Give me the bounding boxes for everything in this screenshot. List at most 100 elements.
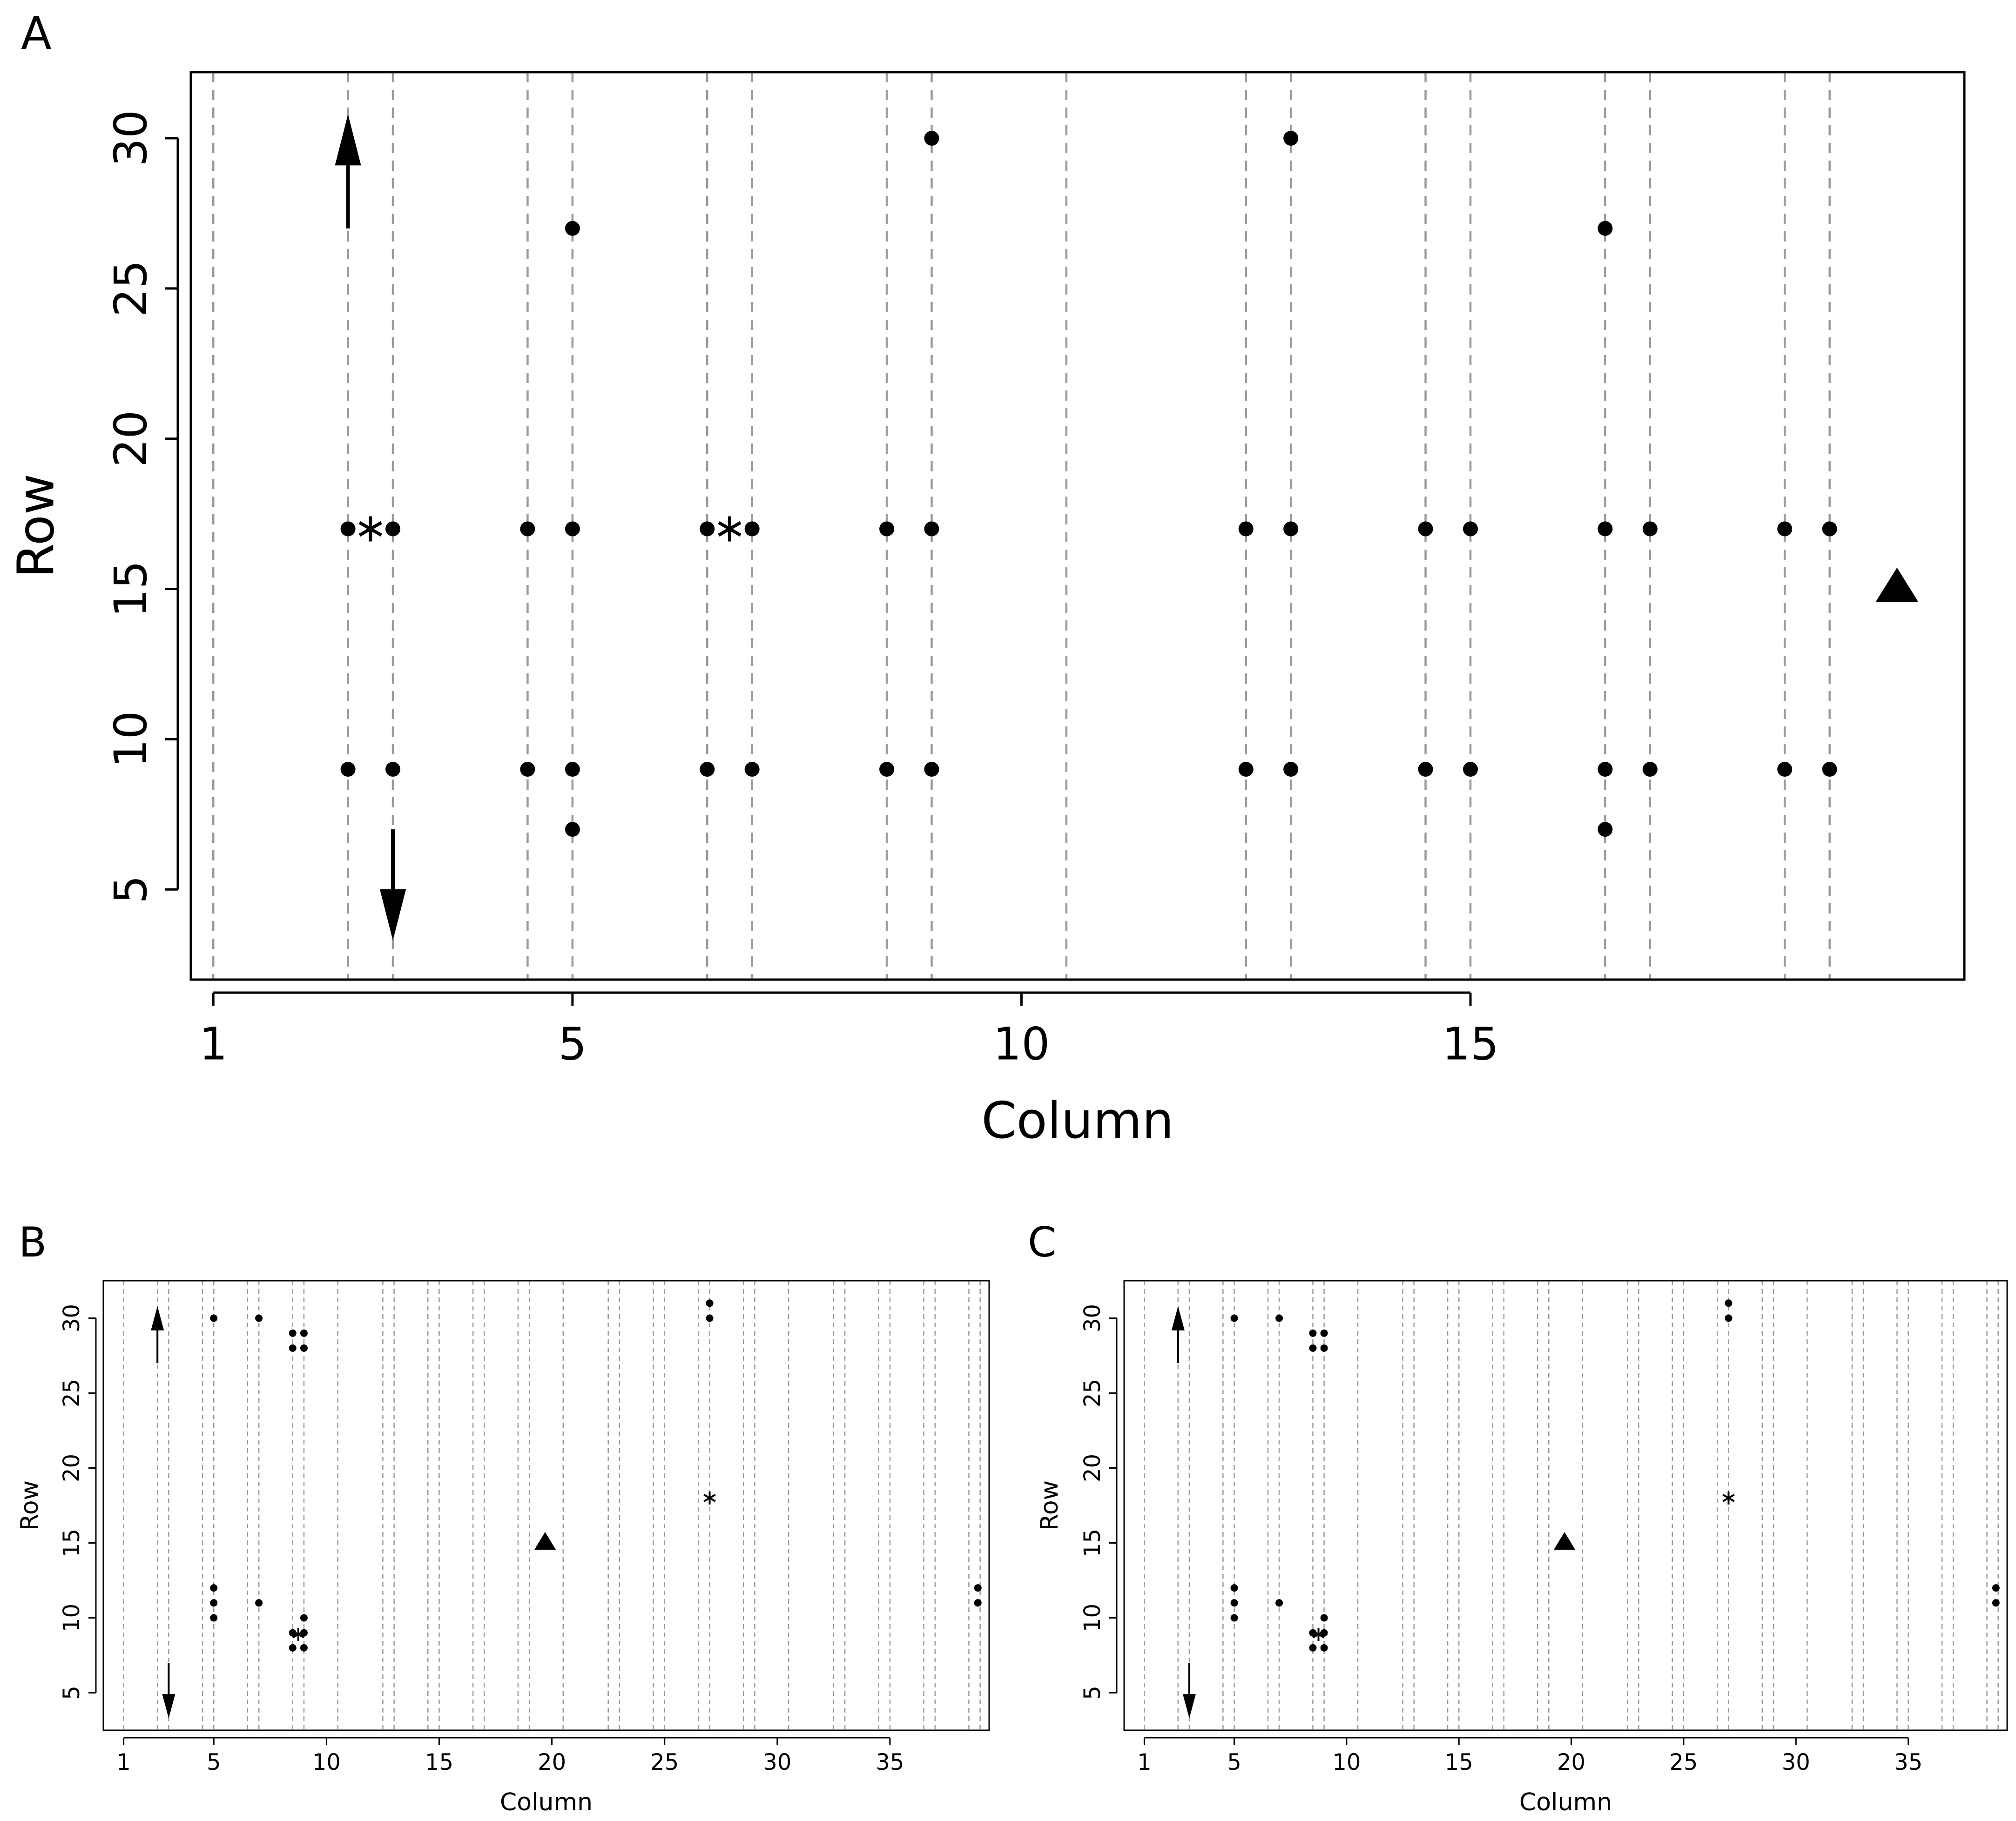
data-point [1992,1584,2000,1592]
x-tick-label: 10 [1332,1749,1361,1775]
y-tick-label: 25 [105,260,157,317]
x-tick-label: 20 [538,1749,566,1775]
x-tick-label: 35 [876,1749,904,1775]
data-point [1320,1614,1328,1622]
y-tick-label: 10 [59,1604,85,1632]
star-stroke [292,1630,304,1639]
data-point [300,1644,308,1652]
y-tick-label: 25 [1079,1379,1106,1407]
y-tick-label: 25 [59,1379,85,1407]
data-point [1283,131,1299,146]
y-tick-label: 20 [59,1454,85,1482]
data-point [1598,221,1613,236]
arrow-down [380,829,406,941]
data-point [1283,521,1299,537]
data-point [1230,1614,1238,1622]
x-axis-label: Column [981,1092,1174,1150]
arrow-down [1182,1663,1196,1719]
x-tick-label: 5 [207,1749,221,1775]
data-point [1275,1314,1283,1322]
y-tick-label: 5 [105,875,157,904]
y-tick-label: 30 [105,110,157,167]
x-tick-label: 20 [1557,1749,1585,1775]
x-axis-label: Column [1519,1788,1612,1816]
star-stroke [703,1494,716,1502]
triangle-marker [1554,1532,1576,1550]
arrow-head [335,114,361,166]
data-point [1822,521,1837,537]
plot-frame [1123,1280,2008,1731]
star-stroke [358,521,382,537]
data-point [1992,1599,2000,1607]
data-point [1309,1644,1317,1652]
data-point [1463,521,1478,537]
star-marker [1312,1627,1325,1641]
star-stroke [1722,1494,1735,1502]
arrow-up [335,114,361,228]
x-tick-label: 5 [558,1018,587,1070]
x-tick-label: 1 [199,1018,228,1070]
y-tick-label: 10 [1079,1604,1106,1632]
data-point [289,1629,297,1637]
data-point [210,1599,218,1607]
star-stroke [718,521,742,537]
data-point [340,762,356,777]
x-tick-label: 15 [1445,1749,1473,1775]
y-tick-label: 5 [1079,1686,1106,1700]
x-tick-label: 30 [763,1749,791,1775]
data-point [385,521,401,537]
data-point [1320,1344,1328,1352]
star-marker [292,1627,304,1641]
y-tick-label: 30 [59,1304,85,1332]
data-point [385,762,401,777]
y-axis-label: Row [1036,1480,1064,1531]
y-axis: 5 10 15 20 25 30 Row [7,110,179,904]
data-point [565,221,580,236]
data-point [700,521,715,537]
panel-label: A [21,7,52,60]
data-point [1238,521,1254,537]
data-point [924,762,939,777]
arrow-head [1171,1306,1185,1330]
data-point [565,521,580,537]
data-point [1320,1329,1328,1337]
data-point [706,1314,714,1322]
data-point [565,762,580,777]
x-tick-label: 25 [650,1749,679,1775]
arrow-up [151,1306,164,1364]
data-point [974,1584,982,1592]
data-point [1822,762,1837,777]
data-point [1230,1314,1238,1322]
data-point [300,1329,308,1337]
data-point [744,521,760,537]
data-point [1463,762,1478,777]
x-tick-label: 25 [1669,1749,1698,1775]
plot-frame [189,71,1966,981]
data-point [1275,1599,1283,1607]
arrow-down [162,1663,175,1719]
star-marker [1722,1491,1735,1505]
panel-label: C [1028,1218,1056,1266]
data-point [924,521,939,537]
data-point [210,1314,218,1322]
x-tick-label: 15 [1442,1018,1499,1070]
star-marker [703,1491,716,1505]
data-point [289,1644,297,1652]
data-point [1777,521,1793,537]
data-point [1230,1599,1238,1607]
y-axis-label: Row [16,1480,44,1531]
arrow-up [1171,1306,1185,1364]
y-tick-label: 15 [59,1529,85,1557]
arrow-head [151,1306,164,1330]
x-tick-label: 35 [1894,1749,1922,1775]
x-tick-label: 30 [1782,1749,1810,1775]
y-tick-label: 20 [1079,1454,1106,1482]
data-point [924,131,939,146]
star-marker [718,516,742,542]
data-point [1320,1629,1328,1637]
data-point [700,762,715,777]
data-point [1642,521,1658,537]
